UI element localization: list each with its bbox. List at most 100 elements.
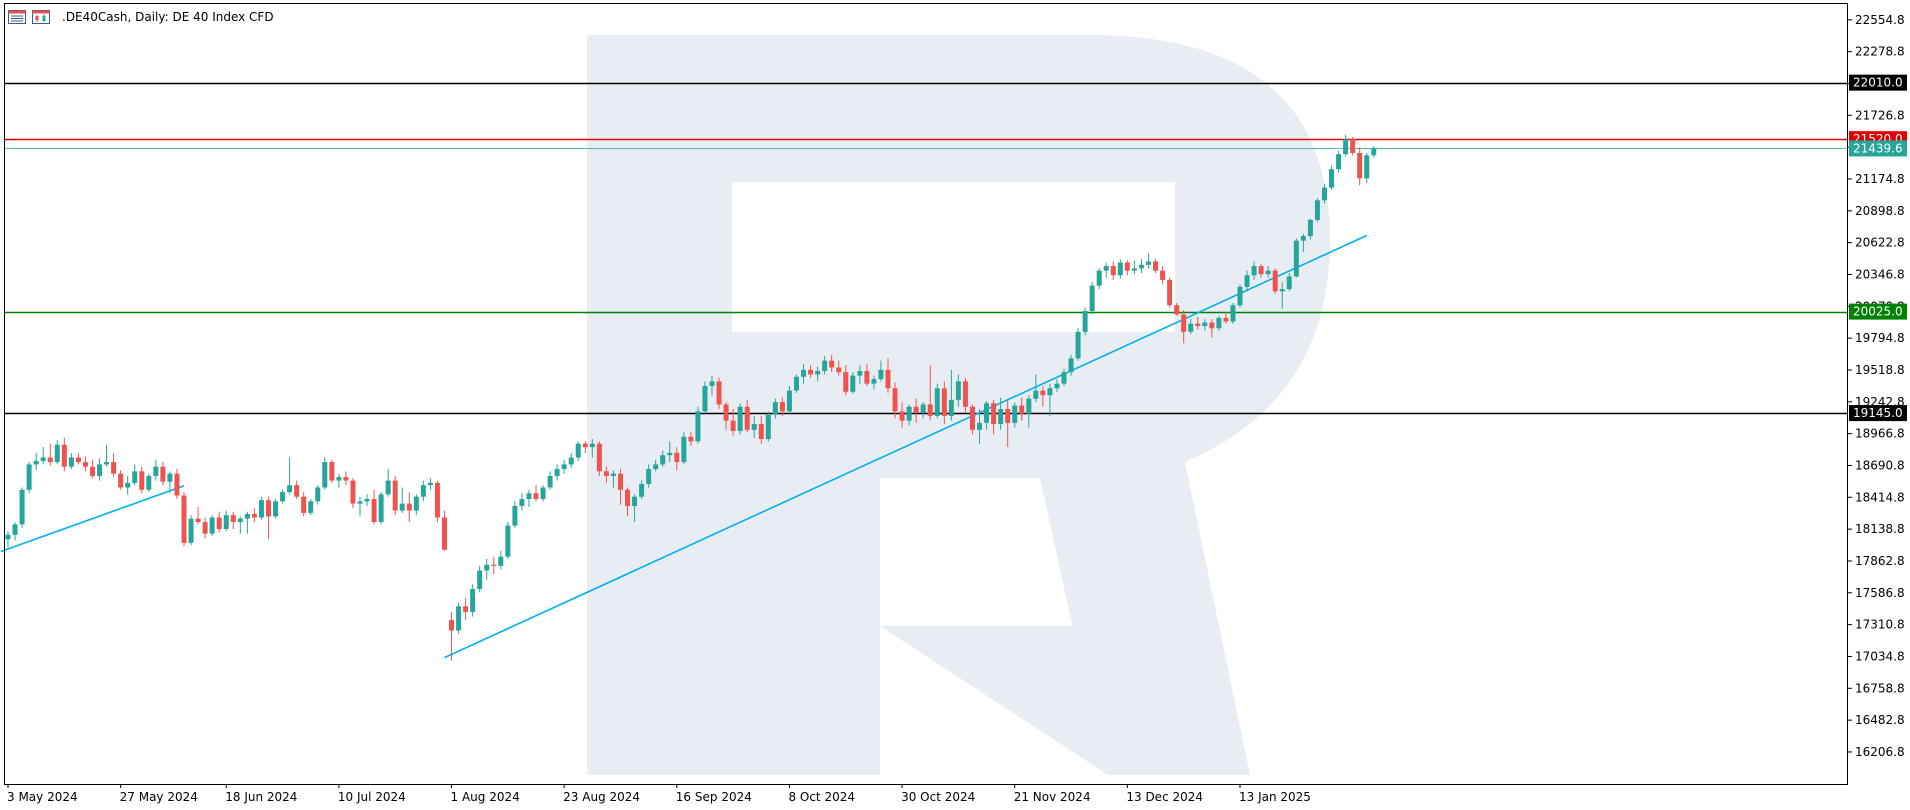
candle (589, 439, 595, 458)
candle (230, 511, 236, 529)
candle-body (744, 406, 750, 430)
candle-body (449, 620, 455, 631)
candle-body (216, 517, 222, 529)
candle (441, 510, 447, 551)
candle (75, 452, 81, 465)
candle (927, 365, 933, 421)
candle-body (294, 485, 300, 497)
candle-body (1068, 358, 1074, 373)
candle-body (251, 514, 257, 518)
candle (1033, 374, 1039, 403)
candle-body (632, 496, 638, 506)
candle-body (1160, 270, 1166, 280)
level-tag-2-bg (1849, 303, 1907, 320)
candle (477, 565, 483, 593)
candle-body (934, 388, 940, 416)
y-tick-label: 22554.8 (1855, 13, 1905, 27)
candle (146, 473, 152, 493)
candle (280, 489, 286, 504)
watermark-leg (880, 626, 1250, 775)
current-price-tag: 21439.6 (1849, 140, 1907, 157)
candle-body (554, 469, 560, 476)
candle-body (801, 369, 807, 377)
candle-body (160, 466, 166, 482)
candle-body (1188, 323, 1194, 332)
candle (1026, 395, 1032, 428)
candle-body (47, 457, 53, 463)
levels-layer (5, 82, 1848, 415)
candle-body (1336, 154, 1342, 170)
candle (1336, 150, 1342, 173)
candle-body (1174, 305, 1180, 315)
candle-body (1216, 317, 1222, 329)
candle-body (547, 475, 553, 488)
candle (61, 437, 67, 472)
candle-body (40, 457, 46, 461)
candle (265, 496, 271, 540)
candle-body (111, 462, 117, 474)
candle-body (1279, 289, 1285, 292)
candle-body (477, 570, 483, 589)
candle (1286, 272, 1292, 292)
chart-type-icon[interactable] (32, 10, 50, 24)
candle (955, 374, 961, 407)
candle (294, 480, 300, 500)
candle (793, 374, 799, 393)
candle (878, 360, 884, 382)
candle (1181, 309, 1187, 344)
candle-body (420, 485, 426, 497)
candle-body (1223, 317, 1229, 322)
candle-body (413, 496, 419, 511)
candle (540, 485, 546, 502)
candle-body (772, 402, 778, 415)
candle-body (582, 443, 588, 448)
candle-body (927, 404, 933, 416)
candle-body (1300, 236, 1306, 241)
candle (1343, 134, 1349, 157)
x-tick-label: 23 Aug 2024 (563, 790, 640, 804)
candle-body (1237, 286, 1243, 306)
candle (744, 399, 750, 433)
level-tag-3-bg (1849, 405, 1907, 422)
candle-body (1343, 139, 1349, 155)
candle (195, 507, 201, 525)
candle-body (273, 501, 279, 517)
candle-body (209, 517, 215, 534)
candle-body (681, 436, 687, 463)
y-tick-label: 20346.8 (1855, 267, 1905, 281)
candle (484, 558, 490, 580)
candle (1153, 259, 1159, 273)
candle-body (75, 457, 81, 463)
candle-body (181, 495, 187, 543)
candle (723, 402, 729, 430)
candle-body (1195, 323, 1201, 327)
candle-body (1167, 279, 1173, 306)
candle-body (1124, 262, 1130, 271)
candle (998, 397, 1004, 430)
candle-body (174, 473, 180, 496)
candle (1307, 218, 1313, 240)
candle (40, 447, 46, 465)
candle (1364, 153, 1370, 183)
candle (639, 480, 645, 500)
candle-body (822, 360, 828, 371)
candle (118, 470, 124, 490)
x-tick-label: 3 May 2024 (7, 790, 78, 804)
chart-window-icon[interactable] (8, 10, 26, 24)
candle-body (751, 424, 757, 430)
candle-body (1265, 270, 1271, 275)
candle-body (864, 370, 870, 384)
candle-body (1202, 322, 1208, 327)
candle-body (1089, 285, 1095, 312)
candle (1054, 379, 1060, 392)
candle-body (892, 388, 898, 412)
candle (1237, 284, 1243, 308)
candle (547, 471, 553, 490)
candle (1068, 354, 1074, 376)
candle (82, 456, 88, 472)
candle-body (265, 500, 271, 517)
candle-body (230, 515, 236, 523)
candle (667, 441, 673, 463)
candle-body (603, 471, 609, 476)
